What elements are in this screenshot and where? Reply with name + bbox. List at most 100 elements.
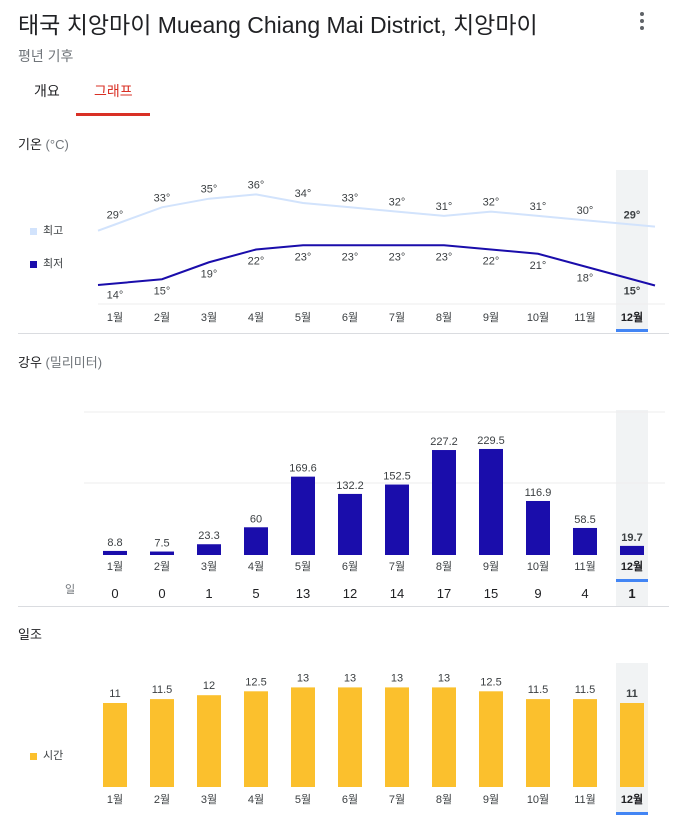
legend-sun-swatch	[30, 752, 37, 760]
temperature-month-label: 6월	[342, 311, 358, 324]
more-vert-icon[interactable]	[632, 10, 652, 34]
precip-month-label: 2월	[154, 560, 170, 573]
precip-month-label: 12월	[621, 559, 643, 573]
temperature-month-label: 4월	[248, 311, 264, 324]
temperature-separator	[18, 333, 669, 334]
precip-bar	[385, 484, 409, 555]
temperature-month-label: 1월	[107, 311, 123, 324]
high-temp-label: 33°	[342, 192, 359, 204]
temperature-title: 기온 (°C)	[18, 134, 69, 153]
low-temp-label: 15°	[154, 285, 171, 297]
sun-month-label: 4월	[248, 793, 264, 806]
precip-month-label: 3월	[201, 560, 217, 573]
sun-month-label: 5월	[295, 793, 311, 806]
low-temp-label: 22°	[248, 256, 265, 268]
sun-bar	[150, 699, 174, 787]
rain-days-value: 12	[343, 586, 357, 601]
precip-bar	[432, 450, 456, 555]
legend-high-swatch	[30, 227, 37, 235]
rain-days-value: 9	[534, 586, 541, 601]
precip-title-text: 강우	[18, 355, 42, 370]
temperature-chart: 29° 33° 35° 36° 34° 33° 32° 31° 32° 31° 30° 29° 14° 1…	[97, 170, 665, 332]
sun-value-label: 11.5	[528, 684, 549, 696]
precip-bar	[291, 476, 315, 555]
precip-bar	[620, 545, 644, 555]
selected-month-indicator	[616, 329, 648, 332]
sun-month-label: 9월	[483, 793, 499, 806]
tab-graph[interactable]: 그래프	[94, 83, 133, 99]
high-temp-label: 30°	[577, 205, 594, 217]
sun-bar	[526, 699, 550, 787]
low-temp-label: 14°	[107, 290, 124, 302]
rain-days-value: 1	[628, 586, 635, 601]
low-temp-label: 19°	[201, 268, 218, 280]
temperature-month-label: 5월	[295, 311, 311, 324]
sun-bar	[103, 703, 127, 787]
high-temp-label: 31°	[530, 201, 547, 213]
legend-low: 최저	[30, 255, 63, 271]
precip-bar	[150, 551, 174, 555]
tab-overview[interactable]: 개요	[34, 83, 60, 99]
sun-value-label: 13	[391, 672, 403, 684]
sun-month-label: 12월	[621, 792, 643, 806]
low-temp-line	[97, 244, 656, 287]
precip-month-label: 8월	[436, 560, 452, 573]
temperature-unit: (°C)	[45, 137, 69, 152]
sun-value-label: 12	[203, 680, 215, 692]
precip-month-label: 5월	[295, 560, 311, 573]
legend-high-label: 최고	[43, 225, 64, 237]
temperature-title-text: 기온	[18, 137, 42, 152]
high-temp-label: 35°	[201, 184, 218, 196]
precip-value-label: 116.9	[525, 487, 552, 499]
rain-days-value: 4	[581, 586, 588, 601]
selected-month-highlight	[616, 170, 648, 332]
high-temp-label: 32°	[483, 197, 500, 209]
precip-bar	[197, 544, 221, 555]
legend-low-swatch	[30, 260, 37, 268]
precip-value-label: 229.5	[477, 435, 505, 447]
high-temp-label: 33°	[154, 192, 171, 204]
precip-separator	[18, 606, 669, 607]
precip-value-label: 19.7	[621, 532, 642, 544]
rain-days-value: 13	[296, 586, 310, 601]
precip-month-label: 9월	[483, 560, 499, 573]
selected-month-indicator	[616, 579, 648, 582]
low-temp-label: 23°	[295, 251, 312, 263]
precip-value-label: 23.3	[198, 530, 219, 542]
precip-bar	[479, 448, 503, 555]
sun-bar	[244, 691, 268, 787]
precip-month-label: 10월	[527, 560, 549, 573]
precip-value-label: 152.5	[383, 471, 411, 483]
precip-title: 강우 (밀리미터)	[18, 352, 102, 371]
legend-low-label: 최저	[43, 258, 64, 270]
temperature-month-label: 12월	[621, 310, 643, 324]
sun-month-label: 3월	[201, 793, 217, 806]
selected-month-highlight	[616, 410, 648, 606]
legend-sun: 시간	[30, 747, 63, 763]
page-title: 태국 치앙마이 Mueang Chiang Mai District, 치앙마이	[18, 12, 538, 38]
low-temp-label: 15°	[624, 285, 641, 297]
tab-active-indicator	[76, 113, 150, 116]
sunshine-chart: 11 11.5 12 12.5 13 13 13 13 12.5 11.5 11.5 11 1월 2월 3월…	[103, 663, 648, 815]
precip-bar	[573, 527, 597, 555]
temperature-month-label: 11월	[574, 311, 596, 324]
rain-days-label: 일	[65, 582, 75, 596]
sun-bar	[338, 687, 362, 787]
rain-days-value: 0	[158, 586, 165, 601]
high-temp-label: 31°	[436, 201, 453, 213]
low-temp-label: 23°	[436, 251, 453, 263]
sun-value-label: 13	[344, 672, 356, 684]
precip-value-label: 60	[250, 513, 262, 525]
sun-value-label: 11	[626, 688, 638, 700]
legend-high: 최고	[30, 222, 63, 238]
sun-bar	[197, 695, 221, 787]
sun-bar	[385, 687, 409, 787]
precip-bar	[526, 500, 550, 555]
precip-bar	[244, 527, 268, 555]
sun-month-label: 6월	[342, 793, 358, 806]
sun-value-label: 12.5	[245, 676, 266, 688]
sun-bar	[432, 687, 456, 787]
high-temp-label: 34°	[295, 188, 312, 200]
sun-month-label: 11월	[574, 793, 596, 806]
